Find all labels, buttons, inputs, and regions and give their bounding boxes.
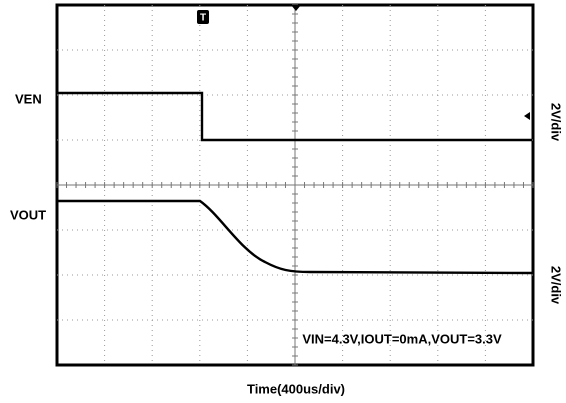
- ven-waveform: [58, 91, 532, 142]
- trigger-marker: [197, 10, 209, 24]
- grid: [56, 4, 534, 366]
- ch1-scale: 2V/div: [549, 103, 564, 142]
- time-axis-label: Time(400us/div): [247, 381, 345, 396]
- ch2-label: VOUT: [10, 207, 46, 222]
- level-marker: [524, 112, 530, 120]
- conditions-annotation: VIN=4.3V,IOUT=0mA,VOUT=3.3V: [302, 331, 502, 346]
- trigger-label: T: [200, 13, 206, 24]
- ch2-scale: 2V/div: [549, 266, 564, 305]
- vout-waveform: [58, 199, 533, 275]
- ch1-label: VEN: [15, 91, 42, 106]
- trigger-position-marker: [291, 5, 301, 11]
